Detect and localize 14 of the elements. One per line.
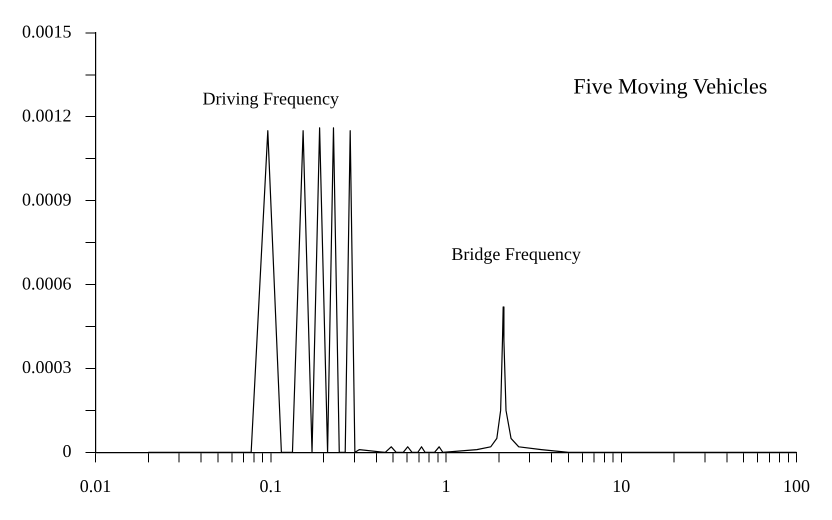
x-tick-label: 1 <box>442 476 450 496</box>
x-tick-label: 10 <box>612 476 630 496</box>
y-tick-label: 0.0003 <box>22 357 72 378</box>
y-tick-label: 0.0015 <box>22 22 72 42</box>
y-tick-label: 0.0006 <box>22 273 72 294</box>
y-tick-label: 0 <box>62 441 72 462</box>
text: Five Moving Vehicles <box>573 74 768 99</box>
x-tick-label: 0.1 <box>260 476 282 496</box>
x-tick-label: 0.01 <box>80 476 112 496</box>
annotation: Driving Frequency <box>202 88 339 109</box>
annotation: Bridge Frequency <box>451 244 581 264</box>
x-tick-label: 100 <box>783 476 810 496</box>
y-tick-label: 0.0012 <box>22 105 72 126</box>
y-tick-label: 0.0009 <box>22 189 72 210</box>
